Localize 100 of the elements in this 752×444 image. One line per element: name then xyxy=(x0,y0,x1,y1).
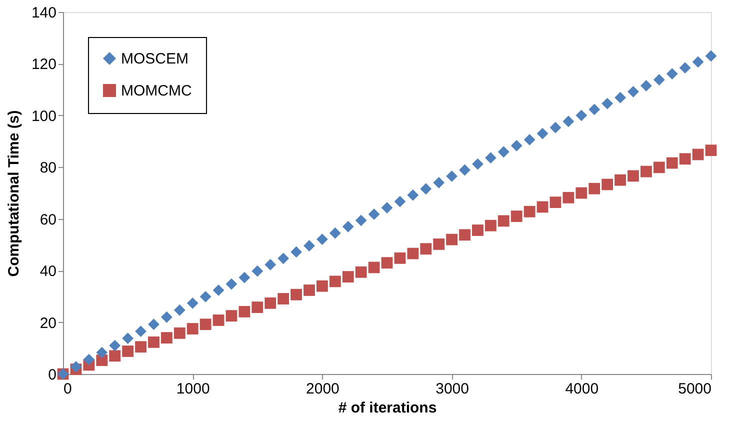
point xyxy=(640,80,652,92)
point xyxy=(614,174,626,186)
point xyxy=(174,327,186,339)
point xyxy=(705,144,717,156)
point xyxy=(576,187,588,199)
point xyxy=(666,157,678,169)
legend-label: MOMCMC xyxy=(121,82,192,100)
point xyxy=(329,227,341,239)
point xyxy=(420,183,432,195)
point xyxy=(536,128,548,140)
point xyxy=(342,271,354,282)
point xyxy=(381,202,393,214)
x-tick-label: 1000 xyxy=(176,380,210,398)
point xyxy=(653,74,665,86)
point xyxy=(459,229,470,241)
y-tick-label: 140 xyxy=(31,4,56,22)
point xyxy=(278,252,290,264)
point xyxy=(316,280,328,292)
point xyxy=(226,278,238,290)
point xyxy=(368,208,380,220)
point xyxy=(148,318,160,330)
point xyxy=(316,234,328,245)
point xyxy=(614,92,626,104)
point xyxy=(304,240,315,252)
point xyxy=(238,306,250,318)
point xyxy=(420,243,432,255)
point xyxy=(459,164,470,176)
y-tick-label: 120 xyxy=(31,56,56,74)
point xyxy=(653,162,665,174)
point xyxy=(226,310,238,322)
point xyxy=(252,265,264,277)
point xyxy=(628,86,639,98)
point xyxy=(510,140,522,152)
point xyxy=(679,153,691,165)
point xyxy=(122,346,134,357)
point xyxy=(679,62,691,74)
point xyxy=(472,224,484,236)
point xyxy=(666,68,678,80)
point xyxy=(329,276,341,288)
point xyxy=(381,257,393,269)
point xyxy=(640,166,652,178)
point xyxy=(602,178,614,190)
point xyxy=(472,158,484,170)
point xyxy=(510,210,522,222)
point xyxy=(148,336,160,348)
point xyxy=(588,104,600,116)
point xyxy=(186,297,198,309)
point xyxy=(433,238,445,250)
point xyxy=(692,148,704,160)
x-tick-label: 0 xyxy=(64,380,72,398)
x-axis-title: # of iterations xyxy=(338,400,437,416)
point xyxy=(109,350,121,362)
point xyxy=(446,170,458,182)
point xyxy=(264,297,276,309)
point xyxy=(122,332,134,344)
point xyxy=(83,354,95,366)
point xyxy=(407,189,419,201)
point xyxy=(550,196,562,208)
point xyxy=(160,332,172,344)
point xyxy=(109,340,121,352)
y-tick-label: 60 xyxy=(40,211,56,228)
point xyxy=(446,234,458,246)
point xyxy=(278,293,290,304)
point xyxy=(355,214,367,226)
point xyxy=(550,122,562,134)
point xyxy=(484,152,496,164)
point xyxy=(484,220,496,232)
point xyxy=(628,170,639,182)
point xyxy=(304,284,315,296)
point xyxy=(186,323,198,334)
point xyxy=(252,302,264,313)
point xyxy=(342,220,354,232)
point xyxy=(200,290,212,302)
x-tick-label: 2000 xyxy=(306,380,340,398)
point xyxy=(200,318,212,330)
point xyxy=(562,192,574,204)
point xyxy=(576,110,588,122)
y-tick-label: 100 xyxy=(31,108,56,125)
point xyxy=(524,206,536,218)
point xyxy=(70,361,82,372)
x-tick-label: 5000 xyxy=(678,380,712,398)
point xyxy=(536,201,548,213)
point xyxy=(174,304,186,316)
point xyxy=(602,98,614,110)
point xyxy=(212,284,224,296)
point xyxy=(407,248,419,260)
point xyxy=(264,258,276,270)
x-tick-label: 4000 xyxy=(565,380,599,398)
point xyxy=(290,246,302,258)
point xyxy=(135,326,146,338)
point xyxy=(498,215,510,227)
point xyxy=(692,56,704,68)
y-tick-label: 0 xyxy=(48,366,56,384)
x-tick-label: 3000 xyxy=(436,380,469,398)
point xyxy=(368,262,380,274)
point xyxy=(355,266,367,278)
point xyxy=(433,176,445,188)
point xyxy=(705,50,717,62)
point xyxy=(562,116,574,128)
point xyxy=(96,346,108,358)
